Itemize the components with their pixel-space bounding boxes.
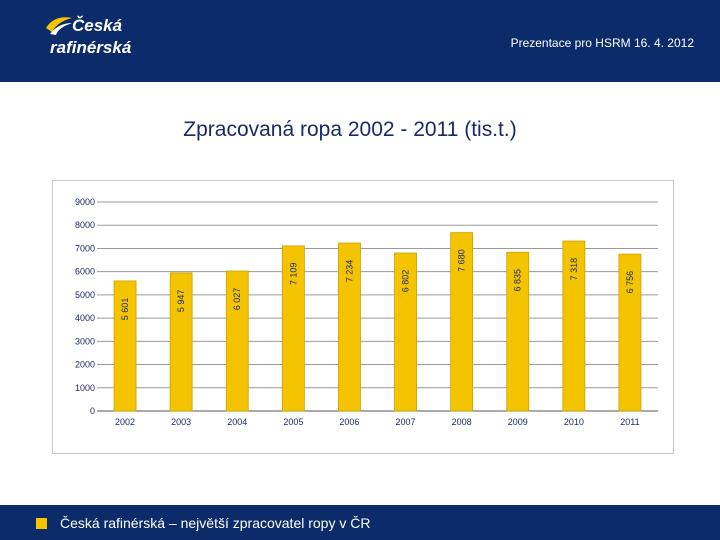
bar <box>562 240 586 412</box>
x-tick-label: 2006 <box>339 417 359 427</box>
y-tick-label: 9000 <box>75 197 95 207</box>
bar-value-label: 5 947 <box>176 290 186 313</box>
x-tick-label: 2008 <box>452 417 472 427</box>
header-band: Česká rafinérská Prezentace pro HSRM 16.… <box>0 0 720 82</box>
bar-value-label: 6 027 <box>232 288 242 311</box>
bar <box>169 272 193 412</box>
footer-text: Česká rafinérská – největší zpracovatel … <box>60 515 371 531</box>
bar-value-label: 6 802 <box>401 270 411 293</box>
y-tick-label: 2000 <box>75 360 95 370</box>
bar <box>506 251 530 412</box>
chart-frame: 0 1000 2000 3000 4000 5000 6000 7000 8000 9000 5 6… <box>52 180 674 454</box>
bar <box>618 253 642 412</box>
bar <box>450 232 474 412</box>
logo-swoosh-icon <box>46 17 72 35</box>
bar-chart: 0 1000 2000 3000 4000 5000 6000 7000 8000 9000 5 6… <box>75 197 658 427</box>
x-tick-label: 2003 <box>171 417 191 427</box>
logo-text-line1: Česká <box>72 16 123 35</box>
x-tick-label: 2004 <box>227 417 247 427</box>
y-tick-label: 5000 <box>75 290 95 300</box>
y-tick-label: 7000 <box>75 243 95 253</box>
presentation-caption: Prezentace pro HSRM 16. 4. 2012 <box>510 36 694 50</box>
bar-value-label: 6 756 <box>625 271 635 294</box>
y-tick-label: 3000 <box>75 336 95 346</box>
bar-value-label: 7 318 <box>569 258 579 281</box>
y-tick-label: 1000 <box>75 383 95 393</box>
x-tick-label: 2002 <box>115 417 135 427</box>
bar-value-label: 6 835 <box>513 269 523 292</box>
x-tick-label: 2009 <box>508 417 528 427</box>
bar <box>394 252 417 412</box>
bar-value-label: 7 680 <box>457 249 467 272</box>
y-tick-label: 0 <box>90 406 95 416</box>
x-tick-label: 2007 <box>396 417 416 427</box>
footer-band <box>0 505 720 540</box>
x-tick-label: 2010 <box>564 417 584 427</box>
slide-title: Zpracovaná ropa 2002 - 2011 (tis.t.) <box>183 118 517 141</box>
ceska-rafinerska-logo: Česká rafinérská <box>44 12 134 68</box>
y-tick-label: 4000 <box>75 313 95 323</box>
bar <box>113 280 137 412</box>
bar-value-label: 7 234 <box>344 260 354 283</box>
bar <box>338 242 361 412</box>
bar-value-label: 7 109 <box>288 263 298 286</box>
logo-text-line2: rafinérská <box>50 38 132 57</box>
y-tick-label: 8000 <box>75 220 95 230</box>
bar-value-label: 5 601 <box>120 298 130 321</box>
x-tick-label: 2011 <box>620 417 639 427</box>
x-tick-label: 2005 <box>283 417 303 427</box>
footer-bullet-icon <box>36 518 47 529</box>
y-tick-label: 6000 <box>75 267 95 277</box>
bar <box>281 245 305 412</box>
bar <box>225 270 249 412</box>
